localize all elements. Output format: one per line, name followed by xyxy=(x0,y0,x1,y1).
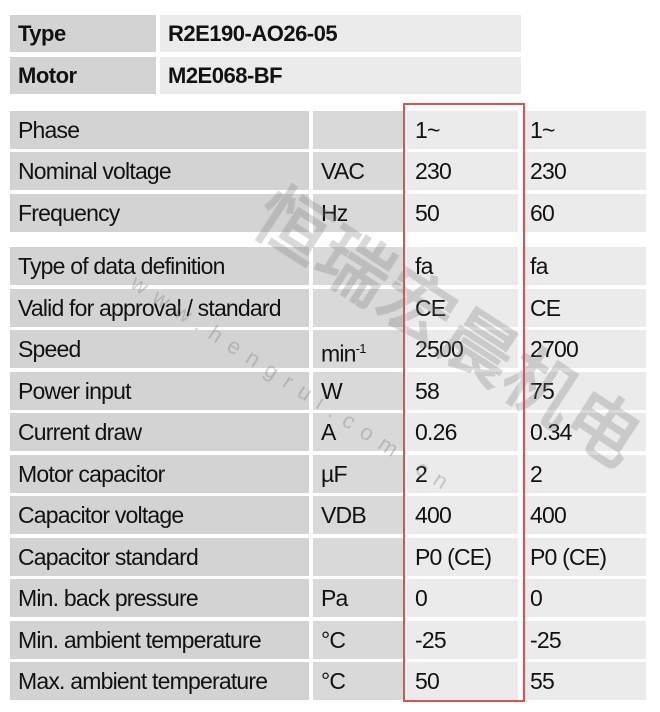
table-row: Type of data definition fa fa xyxy=(10,247,646,285)
table-row: Phase 1~ 1~ xyxy=(10,111,646,149)
row-label: Phase xyxy=(10,111,309,149)
row-label: Min. back pressure xyxy=(10,579,309,617)
value-50hz: 0.26 xyxy=(407,413,518,451)
row-label: Type of data definition xyxy=(10,247,309,285)
row-unit: °C xyxy=(313,662,403,700)
value-50hz: 1~ xyxy=(407,111,518,149)
table-row: Min. ambient temperature °C -25 -25 xyxy=(10,621,646,659)
unit-text: °C xyxy=(321,627,346,653)
row-unit: W xyxy=(313,372,403,410)
table-row: Capacitor standard P0 (CE) P0 (CE) xyxy=(10,538,646,576)
row-label: Capacitor voltage xyxy=(10,496,309,534)
value-60hz: 55 xyxy=(522,662,646,700)
value-50hz: 58 xyxy=(407,372,518,410)
row-unit xyxy=(313,289,403,327)
value-50hz: 50 xyxy=(407,662,518,700)
row-label: Min. ambient temperature xyxy=(10,621,309,659)
value-60hz: P0 (CE) xyxy=(522,538,646,576)
row-unit: µF xyxy=(313,455,403,493)
row-unit: Hz xyxy=(313,194,403,232)
value-50hz: -25 xyxy=(407,621,518,659)
type-label: Type xyxy=(10,15,156,52)
value-60hz: 60 xyxy=(522,194,646,232)
row-unit xyxy=(313,538,403,576)
unit-text: min xyxy=(321,340,356,367)
value-60hz: 2 xyxy=(522,455,646,493)
row-label: Speed xyxy=(10,330,309,368)
row-unit: °C xyxy=(313,621,403,659)
type-row: Type R2E190-AO26-05 xyxy=(10,15,521,52)
value-50hz: 50 xyxy=(407,194,518,232)
motor-row: Motor M2E068-BF xyxy=(10,57,521,94)
row-unit: A xyxy=(313,413,403,451)
value-60hz: fa xyxy=(522,247,646,285)
motor-value: M2E068-BF xyxy=(160,57,521,94)
row-label: Power input xyxy=(10,372,309,410)
value-50hz: 2500 xyxy=(407,330,518,368)
row-label: Capacitor standard xyxy=(10,538,309,576)
row-unit: VDB xyxy=(313,496,403,534)
row-label: Max. ambient temperature xyxy=(10,662,309,700)
row-unit: VAC xyxy=(313,152,403,190)
unit-text: Hz xyxy=(321,200,348,226)
value-60hz: 75 xyxy=(522,372,646,410)
row-label: Frequency xyxy=(10,194,309,232)
table-row: Nominal voltage VAC 230 230 xyxy=(10,152,646,190)
unit-text: VAC xyxy=(321,158,365,184)
value-50hz: fa xyxy=(407,247,518,285)
unit-text: VDB xyxy=(321,502,367,528)
value-60hz: 0.34 xyxy=(522,413,646,451)
unit-text: A xyxy=(321,419,336,445)
value-60hz: 230 xyxy=(522,152,646,190)
table-row: Min. back pressure Pa 0 0 xyxy=(10,579,646,617)
unit-text: °C xyxy=(321,668,346,694)
row-unit: min-1 xyxy=(313,330,403,368)
table-row: Motor capacitor µF 2 2 xyxy=(10,455,646,493)
row-unit xyxy=(313,111,403,149)
row-unit xyxy=(313,247,403,285)
value-60hz: 400 xyxy=(522,496,646,534)
table-row: Frequency Hz 50 60 xyxy=(10,194,646,232)
row-label: Motor capacitor xyxy=(10,455,309,493)
table-row: Max. ambient temperature °C 50 55 xyxy=(10,662,646,700)
table-row: Speed min-1 2500 2700 xyxy=(10,330,646,368)
value-50hz: P0 (CE) xyxy=(407,538,518,576)
value-60hz: 2700 xyxy=(522,330,646,368)
value-50hz: CE xyxy=(407,289,518,327)
value-50hz: 400 xyxy=(407,496,518,534)
type-value: R2E190-AO26-05 xyxy=(160,15,521,52)
value-60hz: 0 xyxy=(522,579,646,617)
value-50hz: 230 xyxy=(407,152,518,190)
row-label: Nominal voltage xyxy=(10,152,309,190)
unit-superscript: -1 xyxy=(355,341,367,356)
table-row: Capacitor voltage VDB 400 400 xyxy=(10,496,646,534)
table-row: Power input W 58 75 xyxy=(10,372,646,410)
value-60hz: 1~ xyxy=(522,111,646,149)
value-60hz: -25 xyxy=(522,621,646,659)
value-50hz: 0 xyxy=(407,579,518,617)
value-50hz: 2 xyxy=(407,455,518,493)
row-label: Current draw xyxy=(10,413,309,451)
unit-text: µF xyxy=(321,461,347,487)
unit-text: W xyxy=(321,378,343,404)
row-unit: Pa xyxy=(313,579,403,617)
motor-label: Motor xyxy=(10,57,156,94)
row-label: Valid for approval / standard xyxy=(10,289,309,327)
value-60hz: CE xyxy=(522,289,646,327)
table-row: Valid for approval / standard CE CE xyxy=(10,289,646,327)
unit-text: Pa xyxy=(321,585,348,611)
table-row: Current draw A 0.26 0.34 xyxy=(10,413,646,451)
